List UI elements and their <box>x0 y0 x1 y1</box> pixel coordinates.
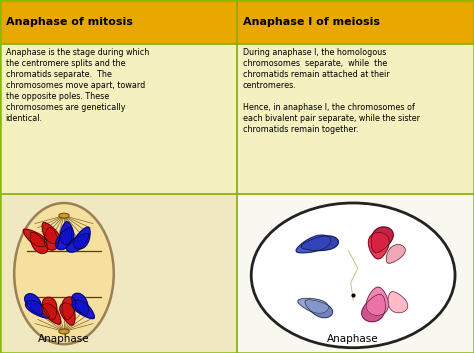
Polygon shape <box>60 303 75 325</box>
Polygon shape <box>23 229 47 247</box>
Polygon shape <box>298 298 328 313</box>
Bar <box>237 194 474 353</box>
Bar <box>237 0 474 44</box>
Polygon shape <box>66 233 89 252</box>
Text: Anaphase: Anaphase <box>38 334 90 344</box>
Polygon shape <box>72 293 88 315</box>
Polygon shape <box>26 300 49 318</box>
Text: During anaphase I, the homologous
chromosomes  separate,  while  the
chromatids : During anaphase I, the homologous chromo… <box>243 48 419 134</box>
Polygon shape <box>368 232 389 259</box>
Polygon shape <box>41 304 61 324</box>
Polygon shape <box>366 287 388 315</box>
Polygon shape <box>25 294 42 315</box>
Polygon shape <box>72 300 94 319</box>
Polygon shape <box>388 292 408 313</box>
Polygon shape <box>296 235 331 253</box>
Text: Anaphase I of meiosis: Anaphase I of meiosis <box>243 17 380 27</box>
Polygon shape <box>386 245 405 263</box>
Polygon shape <box>55 228 72 250</box>
Ellipse shape <box>59 213 69 218</box>
Ellipse shape <box>14 203 114 344</box>
Polygon shape <box>301 236 338 251</box>
Polygon shape <box>74 227 90 249</box>
Polygon shape <box>371 227 393 253</box>
Bar <box>0 0 237 44</box>
Polygon shape <box>30 232 48 253</box>
Text: Anaphase is the stage during which
the centromere splits and the
chromatids sepa: Anaphase is the stage during which the c… <box>6 48 149 123</box>
Polygon shape <box>362 294 385 322</box>
Text: Anaphase of mitosis: Anaphase of mitosis <box>6 17 133 27</box>
Ellipse shape <box>251 203 455 348</box>
Polygon shape <box>305 300 333 318</box>
Bar <box>0 44 237 194</box>
Ellipse shape <box>59 329 69 334</box>
Polygon shape <box>60 222 74 245</box>
Bar <box>237 44 474 194</box>
Text: Anaphase: Anaphase <box>328 334 379 344</box>
Polygon shape <box>43 297 57 320</box>
Bar <box>0 194 237 353</box>
Polygon shape <box>45 227 58 250</box>
Polygon shape <box>42 222 60 244</box>
Polygon shape <box>62 297 76 320</box>
